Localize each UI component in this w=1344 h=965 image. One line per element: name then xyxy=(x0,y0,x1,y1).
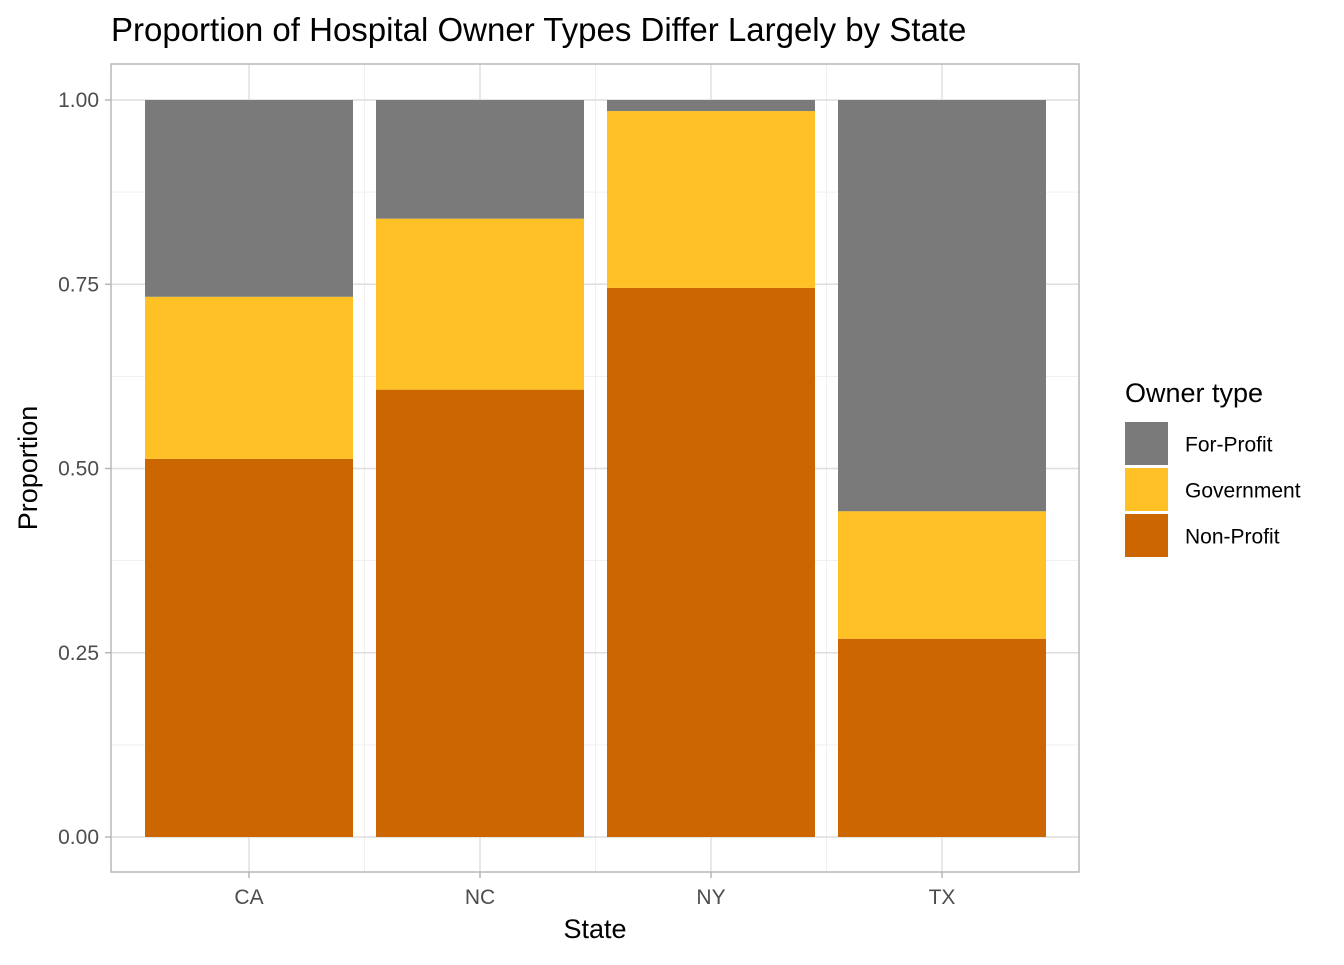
bar-ca-government xyxy=(145,296,353,459)
bar-tx-non-profit xyxy=(838,638,1046,837)
y-tick-label: 0.00 xyxy=(58,826,99,849)
legend-swatch-non-profit xyxy=(1125,514,1168,557)
bars xyxy=(145,100,1046,837)
legend-label-non-profit: Non-Profit xyxy=(1185,526,1280,549)
axes: 0.00 0.25 0.50 0.75 1.00 CA NC NY TX xyxy=(58,89,955,909)
y-tick-label: 0.50 xyxy=(58,458,99,481)
legend-label-government: Government xyxy=(1185,480,1301,503)
bar-nc-non-profit xyxy=(376,389,584,837)
bar-ny-non-profit xyxy=(607,287,815,837)
legend-title: Owner type xyxy=(1125,378,1263,408)
bar-ny-government xyxy=(607,111,815,288)
x-tick-label: CA xyxy=(234,886,263,909)
chart-title: Proportion of Hospital Owner Types Diffe… xyxy=(111,11,966,48)
bar-ca-non-profit xyxy=(145,458,353,837)
y-tick-label: 0.75 xyxy=(58,273,99,296)
legend-swatch-government xyxy=(1125,468,1168,511)
x-tick-label: NC xyxy=(465,886,495,909)
x-axis-title: State xyxy=(563,914,626,944)
bar-tx-government xyxy=(838,511,1046,639)
y-tick-label: 1.00 xyxy=(58,89,99,112)
legend-swatch-for-profit xyxy=(1125,422,1168,465)
bar-tx-for-profit xyxy=(838,100,1046,512)
bar-ny-for-profit xyxy=(607,100,815,112)
y-axis-title: Proportion xyxy=(13,406,43,531)
legend-label-for-profit: For-Profit xyxy=(1185,434,1273,457)
x-tick-label: NY xyxy=(696,886,725,909)
bar-ca-for-profit xyxy=(145,100,353,297)
legend: Owner type For-Profit Government Non-Profi… xyxy=(1125,378,1301,557)
y-tick-label: 0.25 xyxy=(58,642,99,665)
bar-nc-government xyxy=(376,218,584,390)
x-tick-label: TX xyxy=(929,886,956,909)
bar-nc-for-profit xyxy=(376,100,584,219)
